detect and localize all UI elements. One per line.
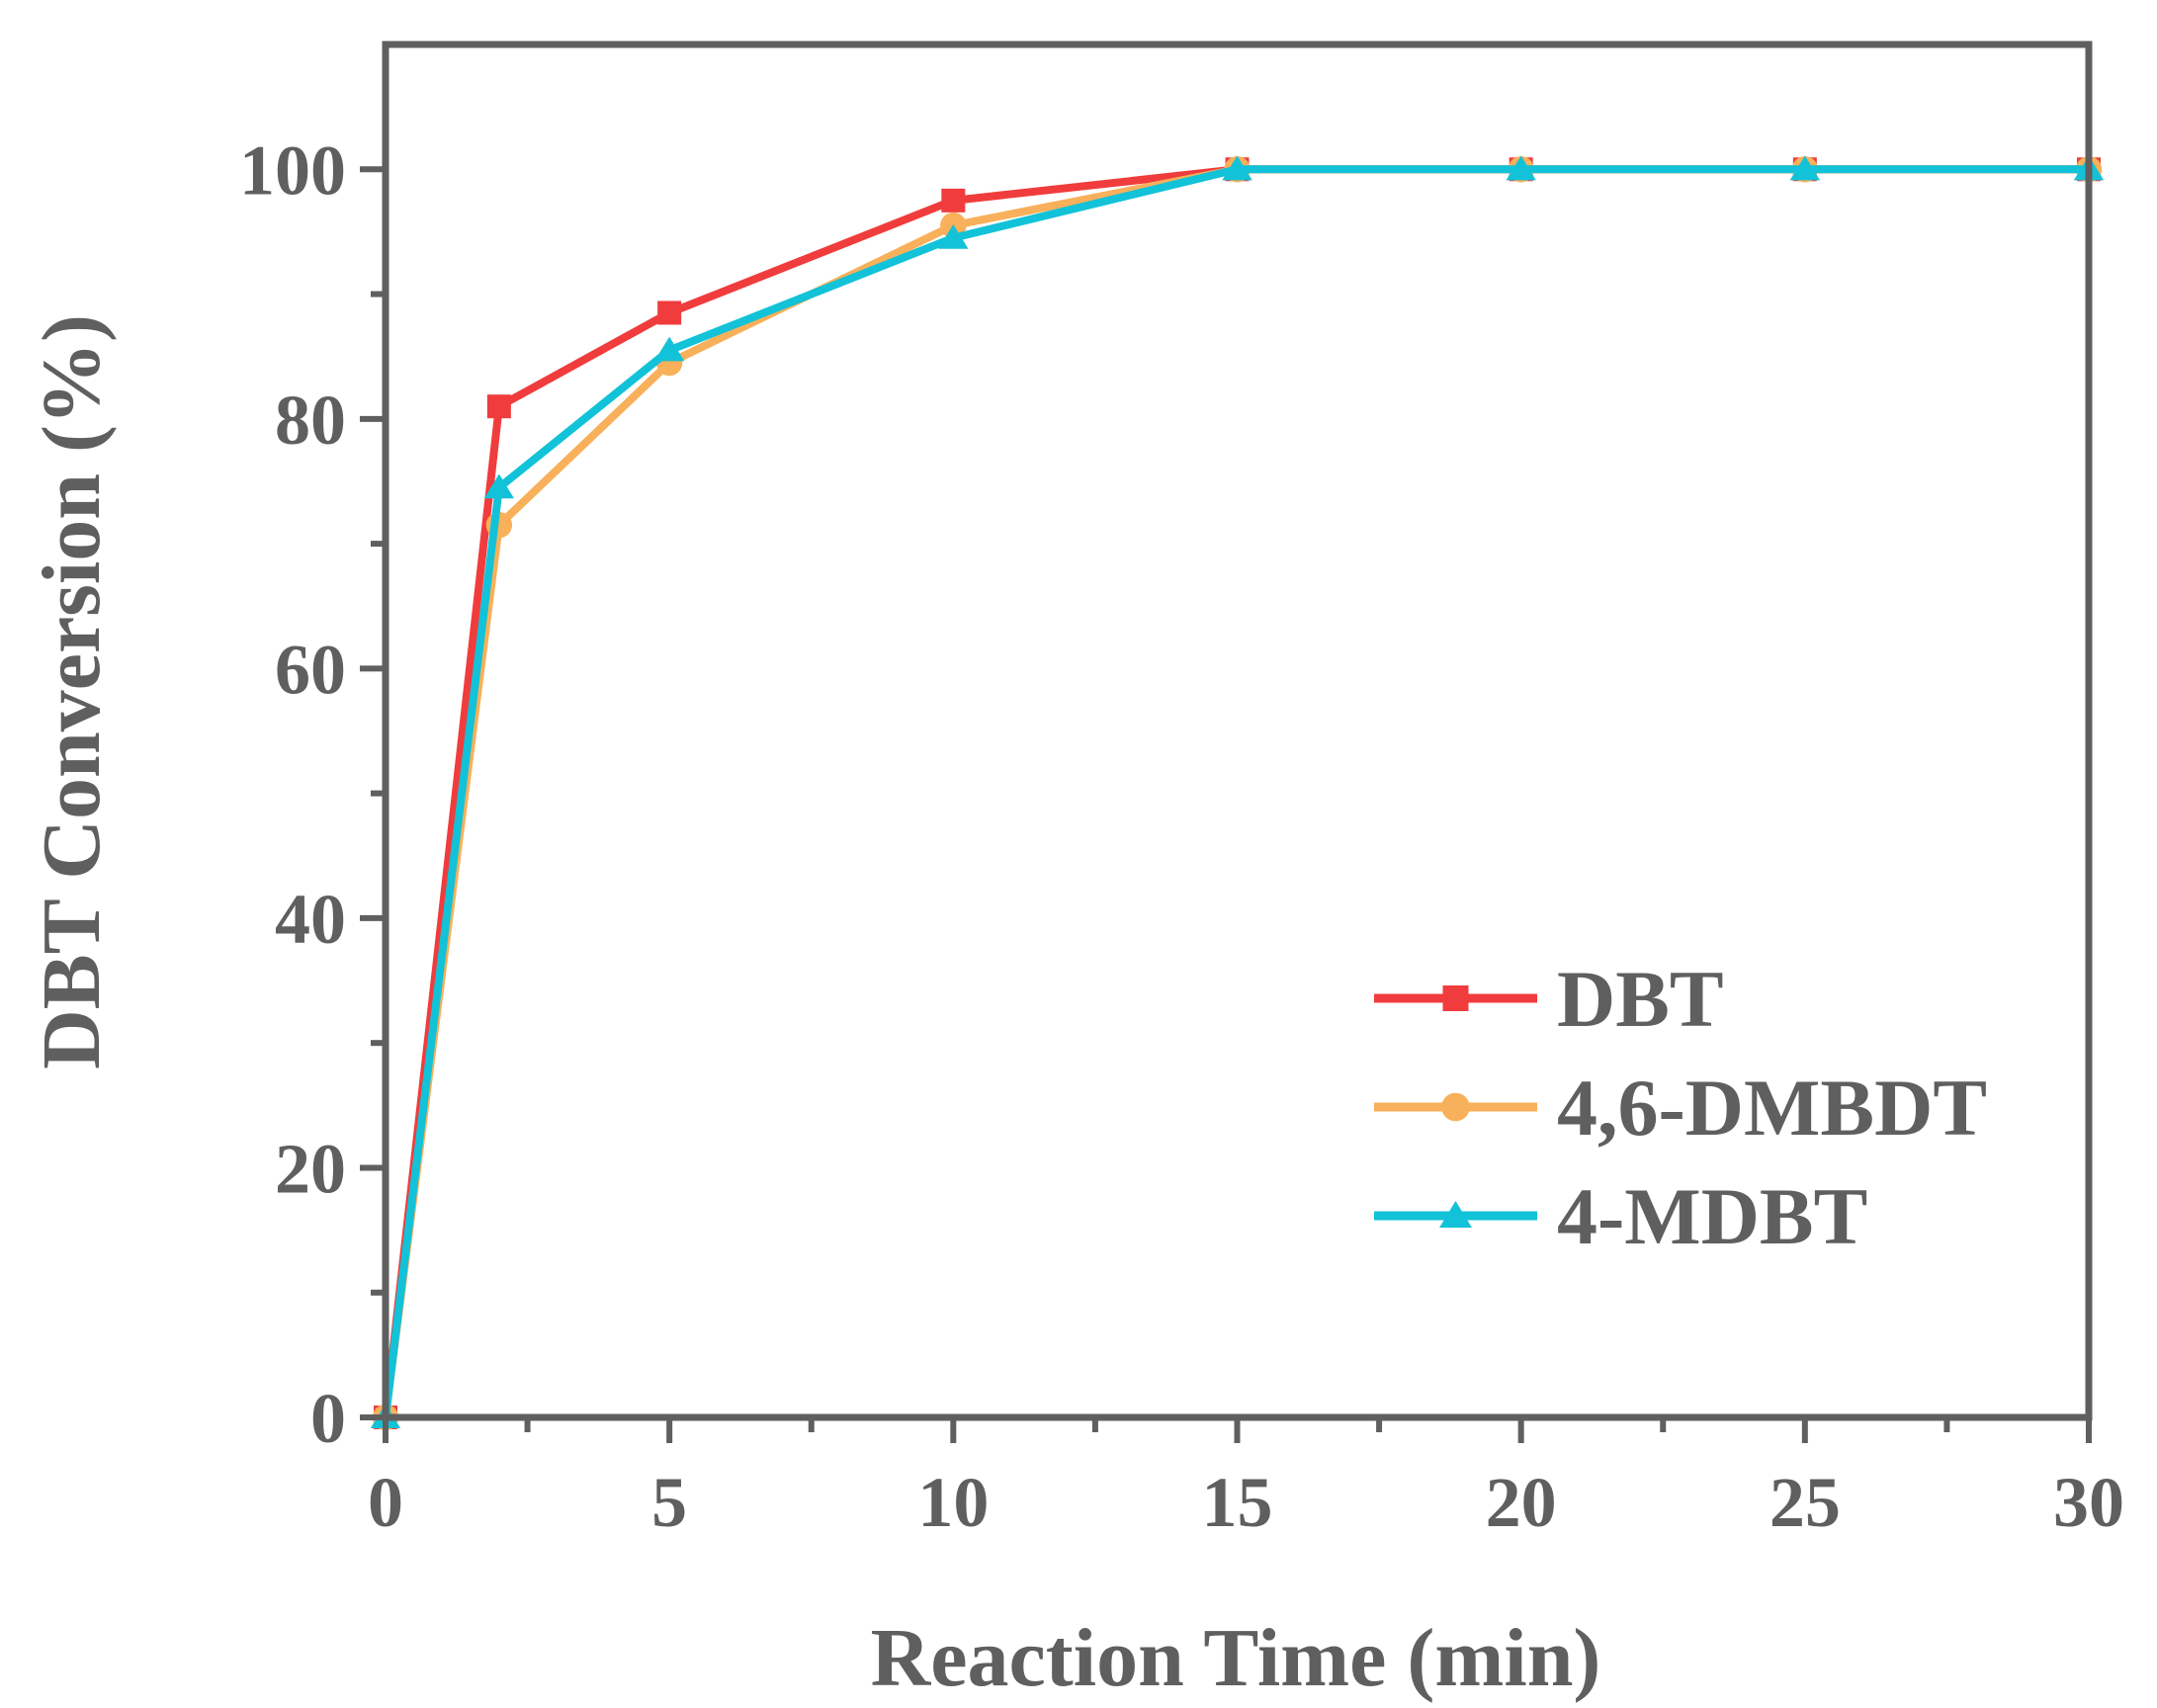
y-tick-label: 80 <box>275 381 346 460</box>
plot-marks <box>370 155 2105 1431</box>
y-tick-label: 20 <box>275 1129 346 1208</box>
legend-marker-1 <box>1442 985 1469 1011</box>
x-tick-label: 5 <box>651 1463 687 1542</box>
series-3-point <box>1789 155 1821 181</box>
x-tick-label: 0 <box>368 1463 403 1542</box>
legend-marker-2 <box>1441 1092 1470 1122</box>
series-1-point <box>657 300 682 325</box>
legend-label-1: DBT <box>1557 954 1724 1044</box>
axes <box>360 41 2093 1443</box>
x-tick-label: 30 <box>2053 1463 2124 1542</box>
x-tick-label: 10 <box>917 1463 989 1542</box>
series-3-point <box>938 223 969 249</box>
series-line-3 <box>382 165 2089 1418</box>
y-tick-label: 40 <box>275 880 346 959</box>
y-tick-label: 100 <box>239 130 346 210</box>
legend-marker-3 <box>1439 1201 1472 1228</box>
x-axis-title: Reaction Time (min) <box>871 1612 1601 1704</box>
y-axis-title: DBT Conversion (%) <box>26 314 118 1069</box>
series-3-point <box>1222 155 1252 181</box>
y-tick-label: 0 <box>310 1379 346 1458</box>
y-tick-label: 60 <box>275 630 346 709</box>
legend-label-3: 4-MDBT <box>1557 1171 1867 1261</box>
legend-label-2: 4,6-DMBDT <box>1557 1063 1987 1153</box>
x-tick-label: 15 <box>1202 1463 1273 1542</box>
x-tick-label: 20 <box>1486 1463 1557 1542</box>
series-3-point <box>483 473 515 499</box>
series-1-point <box>941 188 966 213</box>
series-3-point <box>1506 155 1536 181</box>
legend: DBT 4,6-DMBDT 4-MDBT <box>1374 954 1987 1261</box>
series-3-point <box>653 336 685 362</box>
series-1-point <box>486 394 511 419</box>
x-tick-label: 25 <box>1769 1463 1841 1542</box>
tick-labels: 0 5 10 15 20 25 30 0 20 40 60 80 100 <box>239 130 2124 1542</box>
